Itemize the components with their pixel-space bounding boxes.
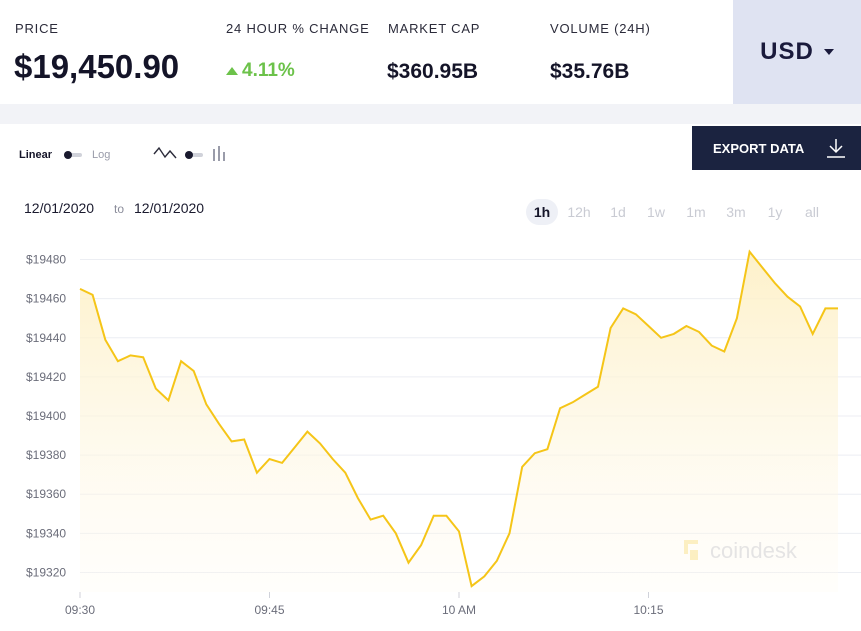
market-cap-value: $360.95B [387,60,479,83]
scale-toggle[interactable] [64,151,82,159]
y-tick-label: $19340 [26,526,66,540]
timeframe-1h[interactable]: 1h [526,199,558,225]
up-arrow-icon [226,67,238,75]
export-label: EXPORT DATA [713,140,805,156]
y-tick-label: $19440 [26,331,66,345]
range-from[interactable]: 12/01/2020 [24,200,95,216]
stats-bar: PRICE $19,450.90 24 HOUR % CHANGE 4.11% … [0,0,861,104]
download-icon [827,139,845,158]
log-label: Log [92,149,111,161]
chart-type-toggle-knob [185,151,193,159]
linear-label: Linear [19,149,53,161]
timeframe-1m[interactable]: 1m [686,204,706,220]
y-tick-label: $19320 [26,565,66,579]
y-tick-label: $19380 [26,448,66,462]
y-tick-label: $19460 [26,292,66,306]
scale-toggle-knob [64,151,72,159]
timeframe-1y[interactable]: 1y [767,204,783,220]
section-divider [0,104,861,124]
timeframe-1d[interactable]: 1d [610,204,626,220]
price-label: PRICE [15,21,59,36]
chevron-down-icon [823,49,834,55]
x-tick-label: 09:45 [254,603,284,617]
x-tick-label: 09:30 [65,603,95,617]
timeframe-selector: 1h 12h 1d 1w 1m 3m 1y all [526,199,830,225]
price-chart[interactable]: $19320 $19340 $19360 $19380 $19400 $19420 $194… [0,240,861,631]
y-axis: $19320 $19340 $19360 $19380 $19400 $19420 $194… [26,253,66,580]
timeframe-1w[interactable]: 1w [647,204,665,220]
price-area [80,251,838,592]
change-value: 4.11% [242,60,295,81]
change-label: 24 HOUR % CHANGE [226,21,370,36]
x-tick-label: 10 AM [442,603,476,617]
volume-label: VOLUME (24H) [550,21,651,36]
range-separator: to [114,202,125,216]
volume-value: $35.76B [550,60,630,83]
x-tick-label: 10:15 [633,603,663,617]
timeframe-all[interactable]: all [804,204,819,220]
chart-type-toggle[interactable] [185,151,203,159]
currency-label: USD [760,38,814,65]
line-chart-icon[interactable] [153,146,177,162]
y-tick-label: $19420 [26,370,66,384]
price-value: $19,450.90 [14,48,180,85]
x-axis: 09:30 09:45 10 AM 10:15 [65,592,664,617]
price-line [79,249,838,588]
y-tick-label: $19480 [26,253,66,267]
y-tick-label: $19400 [26,409,66,423]
timeframe-3m[interactable]: 3m [726,204,746,220]
y-tick-label: $19360 [26,487,66,501]
change-group: 4.11% [226,60,295,82]
timeframe-12h[interactable]: 12h [567,204,591,220]
bar-chart-icon[interactable] [212,146,228,162]
export-data-button[interactable]: EXPORT DATA [692,126,861,170]
market-cap-label: MARKET CAP [388,21,481,36]
range-to[interactable]: 12/01/2020 [134,200,205,216]
currency-dropdown[interactable]: USD [733,0,861,104]
